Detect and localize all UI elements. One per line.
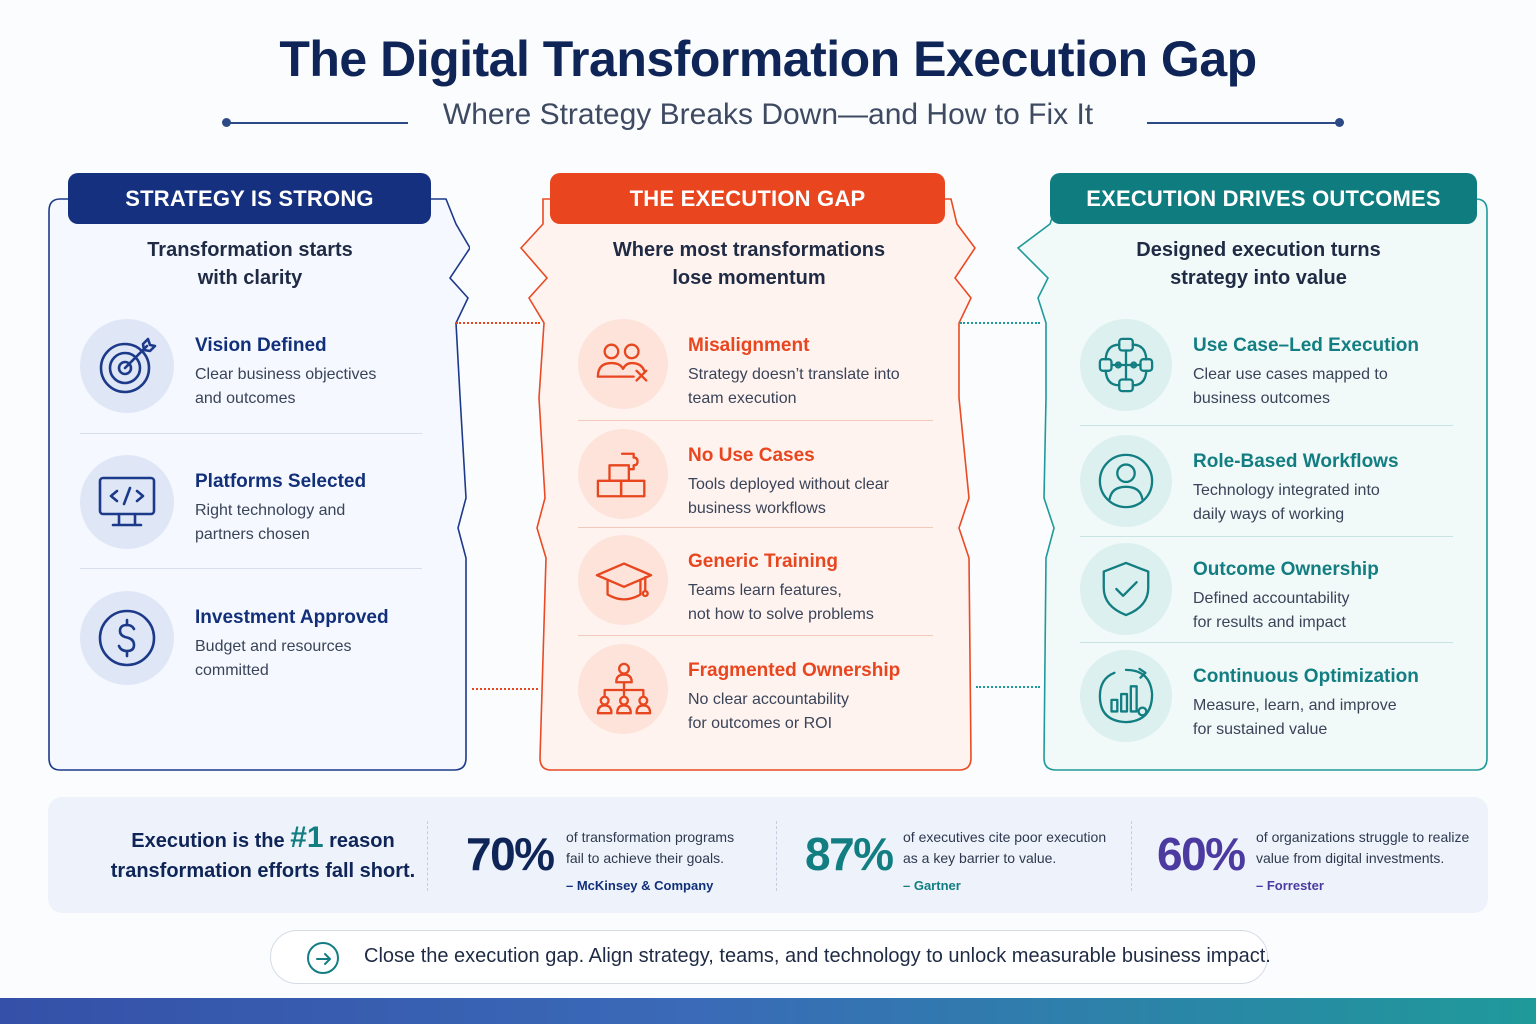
rule-dot-right	[1335, 118, 1344, 127]
item-title: Continuous Optimization	[1193, 666, 1419, 687]
strategy-item: Investment Approved Budget and resources…	[80, 591, 430, 691]
stats-lead-text: Execution is the	[131, 830, 291, 852]
stats-separator	[427, 821, 428, 891]
dollar-icon	[80, 591, 174, 685]
item-title: Platforms Selected	[195, 471, 367, 492]
people-x-icon	[578, 319, 668, 409]
panel-execution-gap: THE EXECUTION GAP Where most transformat…	[519, 173, 976, 771]
monitor-code-icon	[80, 455, 174, 549]
stats-lead-line2: transformation efforts fall short.	[110, 860, 416, 882]
strategy-item: Vision Defined Clear business objectives…	[80, 319, 430, 419]
panel-strategy-heading: STRATEGY IS STRONG	[68, 173, 431, 224]
item-title: Generic Training	[688, 551, 838, 572]
divider	[80, 433, 422, 434]
network-icon	[1080, 319, 1172, 411]
target-icon	[80, 319, 174, 413]
callout-banner: Close the execution gap. Align strategy,…	[270, 930, 1271, 984]
outcome-item: Outcome Ownership Defined accountability…	[1080, 543, 1480, 643]
item-title: Role-Based Workflows	[1193, 451, 1399, 472]
gap-item: Fragmented Ownership No clear accountabi…	[578, 644, 948, 744]
item-title: Vision Defined	[195, 335, 327, 356]
item-desc: Measure, learn, and improve for sustaine…	[1193, 697, 1397, 738]
connector-dotted	[456, 322, 540, 324]
stat-source: – Forrester	[1256, 878, 1324, 893]
stats-lead: Execution is the #1 reason transformatio…	[78, 823, 448, 886]
stats-separator	[776, 821, 777, 891]
stats-bar: Execution is the #1 reason transformatio…	[48, 797, 1488, 913]
stat-text: of organizations struggle to realize val…	[1256, 829, 1470, 866]
gap-item: Generic Training Teams learn features, n…	[578, 535, 948, 635]
strategy-item: Platforms Selected Right technology and …	[80, 455, 430, 555]
panel-execution-gap-subheading: Where most transformations lose momentum	[612, 239, 886, 289]
item-title: No Use Cases	[688, 445, 815, 466]
outcome-item: Use Case–Led Execution Clear use cases m…	[1080, 319, 1480, 419]
item-desc: Strategy doesn’t translate into team exe…	[688, 366, 900, 407]
stat-percent: 87%	[805, 828, 894, 880]
arrow-right-icon	[307, 942, 339, 974]
stat-text: of transformation programs fail to achie…	[566, 829, 735, 866]
stat-percent: 70%	[466, 828, 555, 880]
divider	[1080, 425, 1453, 426]
stats-lead-highlight: #1	[290, 821, 324, 854]
item-desc: Right technology and partners chosen	[195, 502, 346, 543]
stat-source: – Gartner	[903, 878, 961, 893]
panel-execution-gap-heading: THE EXECUTION GAP	[550, 173, 945, 224]
stats-separator	[1131, 821, 1132, 891]
stats-lead-text: reason	[323, 830, 395, 852]
panel-outcomes-subheading: Designed execution turns strategy into v…	[1136, 239, 1381, 289]
rule-left	[228, 122, 408, 124]
bottom-gradient-bar	[0, 998, 1536, 1024]
gap-item: No Use Cases Tools deployed without clea…	[578, 429, 948, 529]
panel-strategy-subheading: Transformation starts with clarity	[147, 239, 353, 289]
user-icon	[1080, 435, 1172, 527]
divider	[578, 527, 933, 528]
item-desc: Defined accountability for results and i…	[1193, 590, 1350, 631]
outcome-item: Role-Based Workflows Technology integrat…	[1080, 435, 1480, 535]
item-desc: No clear accountability for outcomes or …	[688, 691, 849, 732]
blocks-icon	[578, 429, 668, 519]
item-title: Fragmented Ownership	[688, 660, 901, 681]
panel-outcomes-heading: EXECUTION DRIVES OUTCOMES	[1050, 173, 1477, 224]
divider	[80, 568, 422, 569]
stat-source: – McKinsey & Company	[566, 878, 714, 893]
item-desc: Clear business objectives and outcomes	[195, 366, 377, 407]
connector-dotted	[960, 322, 1040, 324]
outcome-item: Continuous Optimization Measure, learn, …	[1080, 650, 1480, 750]
divider	[1080, 642, 1453, 643]
rule-right	[1147, 122, 1337, 124]
chart-growth-icon	[1080, 650, 1172, 742]
connector-dotted	[472, 688, 538, 690]
divider	[1080, 536, 1453, 537]
panel-outcomes: EXECUTION DRIVES OUTCOMES Designed execu…	[1016, 173, 1488, 771]
item-desc: Technology integrated into daily ways of…	[1193, 482, 1380, 523]
gap-item: Misalignment Strategy doesn’t translate …	[578, 319, 948, 419]
subtitle-row: Where Strategy Breaks Down—and How to Fi…	[0, 98, 1536, 138]
item-title: Misalignment	[688, 335, 810, 356]
item-desc: Clear use cases mapped to business outco…	[1193, 366, 1388, 407]
page-subtitle: Where Strategy Breaks Down—and How to Fi…	[442, 98, 1094, 131]
rule-dot-left	[222, 118, 231, 127]
shield-check-icon	[1080, 543, 1172, 635]
panel-strategy: STRATEGY IS STRONG Transformation starts…	[48, 173, 470, 771]
item-desc: Tools deployed without clear business wo…	[688, 476, 890, 517]
org-chart-icon	[578, 644, 668, 734]
connector-dotted	[976, 686, 1040, 688]
graduation-cap-icon	[578, 535, 668, 625]
item-title: Investment Approved	[195, 607, 389, 628]
item-desc: Teams learn features, not how to solve p…	[688, 582, 874, 623]
item-title: Outcome Ownership	[1193, 559, 1379, 580]
stat-percent: 60%	[1157, 828, 1246, 880]
item-title: Use Case–Led Execution	[1193, 335, 1419, 356]
stat-text: of executives cite poor execution as a k…	[903, 829, 1107, 866]
item-desc: Budget and resources committed	[195, 638, 352, 679]
callout-text: Close the execution gap. Align strategy,…	[364, 945, 1271, 967]
page-title: The Digital Transformation Execution Gap	[279, 31, 1257, 87]
divider	[578, 420, 933, 421]
divider	[578, 635, 933, 636]
